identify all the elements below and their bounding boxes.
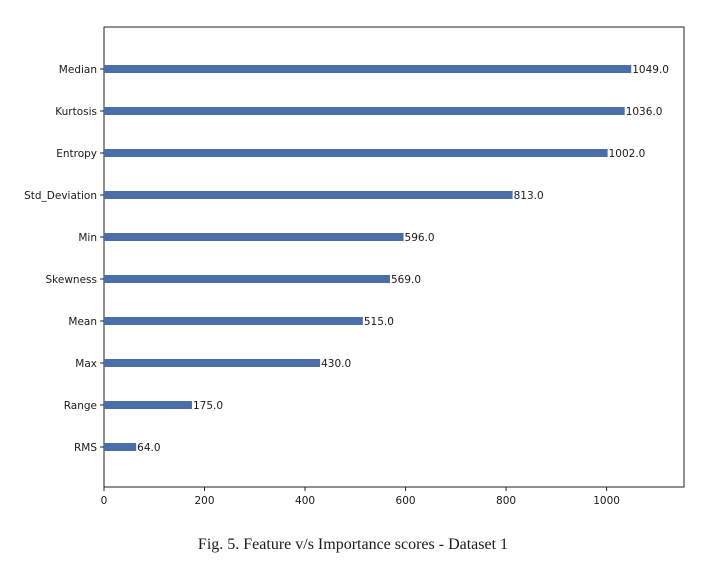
y-tick-label-entropy: Entropy — [56, 148, 97, 160]
value-label-rms: 64.0 — [137, 442, 160, 454]
y-tick-labels: Median Kurtosis Entropy Std_Deviation Min Ske… — [24, 64, 104, 454]
value-label-skewness: 569.0 — [391, 274, 421, 286]
feature-importance-chart: 1049.0 1036.0 1002.0 813.0 596.0 569.0 515.0 43… — [24, 26, 685, 507]
x-ticks: 0 200 400 600 800 1000 — [101, 487, 620, 507]
value-label-entropy: 1002.0 — [609, 148, 646, 160]
y-tick-label-skewness: Skewness — [46, 274, 97, 286]
value-label-kurtosis: 1036.0 — [626, 106, 663, 118]
y-tick-label-range: Range — [64, 400, 97, 412]
value-label-mean: 515.0 — [364, 316, 394, 328]
x-tick-label-800: 800 — [496, 495, 516, 507]
y-tick-label-median: Median — [59, 64, 97, 76]
bars-group: 1049.0 1036.0 1002.0 813.0 596.0 569.0 515.0 43… — [104, 64, 669, 454]
bar-skewness — [104, 275, 390, 283]
bar-range — [104, 401, 192, 409]
x-tick-label-0: 0 — [101, 495, 108, 507]
y-tick-label-mean: Mean — [68, 316, 97, 328]
bar-kurtosis — [104, 107, 625, 115]
value-label-max: 430.0 — [321, 358, 351, 370]
bar-max — [104, 359, 321, 367]
value-label-min: 596.0 — [405, 232, 435, 244]
value-label-std-deviation: 813.0 — [514, 190, 544, 202]
x-tick-label-400: 400 — [295, 495, 315, 507]
bar-min — [104, 233, 404, 241]
y-tick-label-min: Min — [78, 232, 97, 244]
y-tick-label-std-deviation: Std_Deviation — [24, 190, 97, 202]
x-tick-label-600: 600 — [396, 495, 416, 507]
value-label-median: 1049.0 — [632, 64, 669, 76]
plot-frame — [103, 26, 685, 488]
value-label-range: 175.0 — [193, 400, 223, 412]
bar-rms — [104, 443, 137, 451]
y-tick-label-max: Max — [75, 358, 97, 370]
y-tick-label-kurtosis: Kurtosis — [55, 106, 97, 118]
y-tick-label-rms: RMS — [74, 442, 97, 454]
bar-entropy — [104, 149, 608, 157]
bar-std-deviation — [104, 191, 513, 199]
x-tick-label-1000: 1000 — [593, 495, 620, 507]
bar-median — [104, 65, 632, 73]
x-tick-label-200: 200 — [194, 495, 214, 507]
figure-caption: Fig. 5. Feature v/s Importance scores - … — [197, 536, 509, 553]
bar-mean — [104, 317, 363, 325]
